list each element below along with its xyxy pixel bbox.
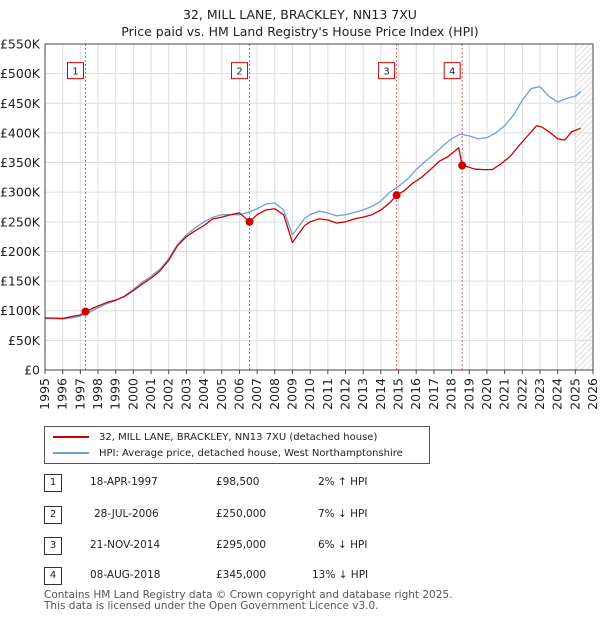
sale-number-box — [66, 62, 84, 80]
sale-badge: 2 — [44, 506, 62, 524]
sale-number-label: 3 — [383, 67, 389, 78]
x-tick-label: 1996 — [55, 378, 70, 410]
plot-frame — [44, 43, 594, 371]
x-tick-label: 2016 — [408, 378, 423, 410]
x-tick-label: 2014 — [373, 378, 388, 410]
x-tick-label: 2018 — [444, 378, 459, 410]
x-tick-label: 1998 — [90, 378, 105, 410]
x-tick-label: 2010 — [302, 378, 317, 410]
legend-label-property: 32, MILL LANE, BRACKLEY, NN13 7XU (detac… — [99, 431, 378, 443]
hpi-line — [44, 86, 582, 320]
x-tick-label: 2013 — [355, 378, 370, 410]
x-tick-label: 2004 — [196, 378, 211, 410]
legend-line-blue — [53, 452, 89, 454]
x-tick-label: 2008 — [267, 378, 282, 410]
sale-hpi-diff: 7% ↓ HPI — [318, 508, 368, 520]
y-tick-label: £250K — [0, 214, 41, 229]
x-tick-label: 2023 — [532, 378, 547, 410]
x-tick-label: 1997 — [72, 378, 87, 410]
price-chart: 1 2 3 4 £0 £50K £100K £150K £200K £250K £300K £350… — [0, 37, 600, 410]
x-tick-label: 2012 — [338, 378, 353, 410]
sale-point — [245, 217, 254, 226]
x-tick-label: 2009 — [284, 378, 299, 410]
sale-price: £98,500 — [216, 476, 260, 488]
sale-date: 18-APR-1997 — [90, 476, 158, 488]
x-tick-label: 2007 — [249, 378, 264, 410]
legend-item-property: 32, MILL LANE, BRACKLEY, NN13 7XU (detac… — [53, 430, 377, 444]
property-price-line — [44, 125, 581, 320]
sale-date: 21-NOV-2014 — [90, 539, 161, 551]
sale-point — [81, 307, 90, 316]
sale-date: 08-AUG-2018 — [90, 569, 161, 581]
y-tick-label: £150K — [0, 274, 41, 289]
x-tick-label: 2003 — [178, 378, 193, 410]
sale-point — [458, 161, 467, 170]
footer: Contains HM Land Registry data © Crown c… — [44, 590, 452, 612]
sale-hpi-diff: 2% ↑ HPI — [318, 476, 368, 488]
sale-number-box — [378, 62, 396, 80]
x-tick-label: 2005 — [214, 378, 229, 410]
sale-number-label: 4 — [449, 67, 455, 78]
sale-price: £295,000 — [216, 539, 267, 551]
sale-number-box — [231, 62, 249, 80]
sale-hpi-diff: 13% ↓ HPI — [312, 569, 369, 581]
legend-line-red — [53, 436, 89, 438]
y-tick-label: £450K — [0, 96, 41, 111]
x-tick-label: 2024 — [550, 378, 565, 410]
sale-date: 28-JUL-2006 — [94, 508, 159, 520]
sale-badge: 4 — [44, 567, 62, 585]
x-tick-label: 2017 — [426, 378, 441, 410]
legend-item-hpi: HPI: Average price, detached house, West… — [53, 446, 403, 460]
y-tick-label: £100K — [0, 303, 41, 318]
plot-area — [45, 44, 593, 370]
legend: 32, MILL LANE, BRACKLEY, NN13 7XU (detac… — [44, 426, 430, 464]
y-tick-label: £400K — [0, 125, 41, 140]
title-subtitle: Price paid vs. HM Land Registry's House … — [121, 24, 479, 39]
x-tick-label: 2011 — [320, 378, 335, 410]
y-tick-label: £300K — [0, 185, 41, 200]
y-tick-label: £200K — [0, 244, 41, 259]
x-tick-label: 2019 — [461, 378, 476, 410]
x-tick-label: 2001 — [143, 378, 158, 410]
title-address: 32, MILL LANE, BRACKLEY, NN13 7XU — [183, 7, 417, 22]
x-tick-label: 2000 — [125, 378, 140, 410]
sale-price: £250,000 — [216, 508, 267, 520]
sale-number-label: 2 — [236, 67, 242, 78]
y-tick-label: £50K — [8, 333, 41, 348]
chart-title: 32, MILL LANE, BRACKLEY, NN13 7XU Price … — [0, 6, 600, 40]
x-tick-label: 2006 — [231, 378, 246, 410]
y-tick-label: £0 — [24, 363, 40, 378]
x-tick-label: 2015 — [391, 378, 406, 410]
sale-number-label: 1 — [72, 67, 78, 78]
sale-price: £345,000 — [216, 569, 267, 581]
footer-copyright: Contains HM Land Registry data © Crown c… — [44, 589, 453, 601]
x-tick-label: 2025 — [567, 378, 582, 410]
x-tick-label: 2002 — [161, 378, 176, 410]
legend-label-hpi: HPI: Average price, detached house, West… — [99, 447, 403, 459]
x-tick-label: 2022 — [514, 378, 529, 410]
footer-licence: This data is licensed under the Open Gov… — [44, 600, 379, 612]
x-tick-label: 2020 — [479, 378, 494, 410]
sale-badge: 3 — [44, 537, 62, 555]
sale-point — [392, 191, 401, 200]
sale-hpi-diff: 6% ↓ HPI — [318, 539, 368, 551]
x-tick-label: 2021 — [497, 378, 512, 410]
y-tick-label: £500K — [0, 66, 41, 81]
x-tick-label: 1995 — [37, 378, 52, 410]
x-tick-label: 1999 — [108, 378, 123, 410]
y-tick-label: £350K — [0, 155, 41, 170]
y-tick-label: £550K — [0, 37, 41, 52]
sale-badge: 1 — [44, 474, 62, 492]
x-tick-label: 2026 — [585, 378, 600, 410]
sale-number-box — [443, 62, 461, 80]
future-hatch-region — [575, 44, 593, 370]
